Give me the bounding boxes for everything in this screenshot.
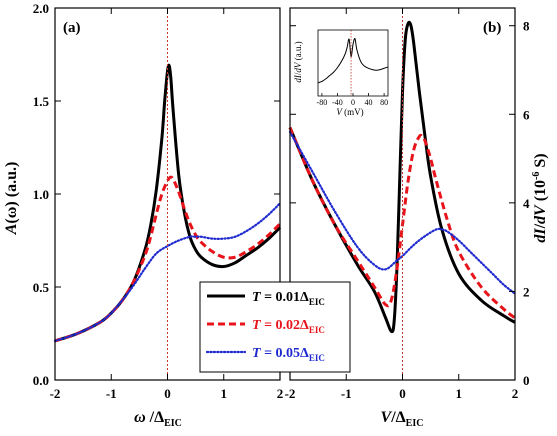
panel-a-y-axis-title: A(ω) (a.u.) <box>3 162 20 236</box>
inset-x-tick-label: -80 <box>317 98 328 107</box>
panel-a-x-tick-label: 1 <box>221 386 228 401</box>
panel-a-series-3-line <box>53 202 282 343</box>
inset-x-tick-label: -40 <box>332 98 343 107</box>
panel-a-y-tick-label: 2.0 <box>33 1 49 16</box>
panel-b-series-3-line <box>288 130 517 295</box>
panel-b-series-1-line <box>288 20 516 334</box>
panel-a-y-tick-label: 0.5 <box>33 280 50 295</box>
inset-x-axis-title: V (mV) <box>336 107 363 117</box>
panel-b-label: (b) <box>483 20 501 36</box>
panel-b-x-tick-label: 2 <box>512 386 519 401</box>
legend-entry-1-label: T = 0.01ΔEIC <box>252 290 325 307</box>
panel-b-y-tick-label: 6 <box>523 107 530 122</box>
panel-b-series-2-line <box>288 126 516 320</box>
panel-b-y-tick-label: 2 <box>523 284 530 299</box>
panel-a-ticks: -2 -1 0 1 2 0.0 0.5 1.0 1.5 2.0 <box>33 1 284 401</box>
panel-b-x-tick-label: -2 <box>285 386 296 401</box>
panel-b-y-tick-label: 8 <box>523 19 530 34</box>
inset-x-tick-label: 0 <box>351 98 355 107</box>
panel-a-x-tick-label: -2 <box>50 386 61 401</box>
panel-a-series <box>53 63 282 343</box>
inset-y-axis-title: dI/dV (a.u.) <box>293 41 303 82</box>
panel-a: -2 -1 0 1 2 0.0 0.5 1.0 1.5 2.0 (a) A(ω) (a.u.) ω… <box>3 1 283 429</box>
panel-a-y-tick-label: 1.5 <box>33 94 50 109</box>
panel-b-inset: -80 -40 0 40 80 V (mV) dI/dV (a.u.) <box>293 26 392 117</box>
inset-x-tick-label: 80 <box>380 98 388 107</box>
inset-x-tick-label: 40 <box>365 98 373 107</box>
inset-background <box>307 26 392 94</box>
panel-a-x-tick-label: 2 <box>277 386 284 401</box>
panel-a-x-axis-title: ω /ΔEIC <box>134 409 182 429</box>
panel-a-label: (a) <box>63 20 81 36</box>
legend: T = 0.01ΔEIC T = 0.02ΔEIC T = 0.05ΔEIC <box>199 281 351 373</box>
panel-a-x-tick-label: -1 <box>106 386 117 401</box>
panel-b-x-tick-label: 0 <box>399 386 406 401</box>
panel-b-series <box>288 20 517 334</box>
panel-b-y-tick-label: 4 <box>523 196 530 211</box>
legend-entry-3-label: T = 0.05ΔEIC <box>252 346 325 363</box>
panel-b-x-axis-title: V/ΔEIC <box>381 409 424 429</box>
panel-a-x-tick-label: 0 <box>164 386 171 401</box>
inset-series-line <box>317 37 389 84</box>
panel-b-x-tick-label: 1 <box>456 386 463 401</box>
panel-a-y-tick-label: 1.0 <box>33 187 49 202</box>
panel-b-y-axis-title: dI/dV (10-6 S) <box>531 153 549 242</box>
inset-series <box>317 37 389 84</box>
panel-b-x-tick-label: -1 <box>341 386 352 401</box>
legend-entry-2-label: T = 0.02ΔEIC <box>252 318 325 335</box>
panel-a-y-tick-label: 0.0 <box>33 373 49 388</box>
legend-items: T = 0.01ΔEIC T = 0.02ΔEIC T = 0.05ΔEIC <box>205 290 325 363</box>
inset-ticks: -80 -40 0 40 80 <box>317 93 388 107</box>
panel-b-y-tick-label: 0 <box>523 373 530 388</box>
